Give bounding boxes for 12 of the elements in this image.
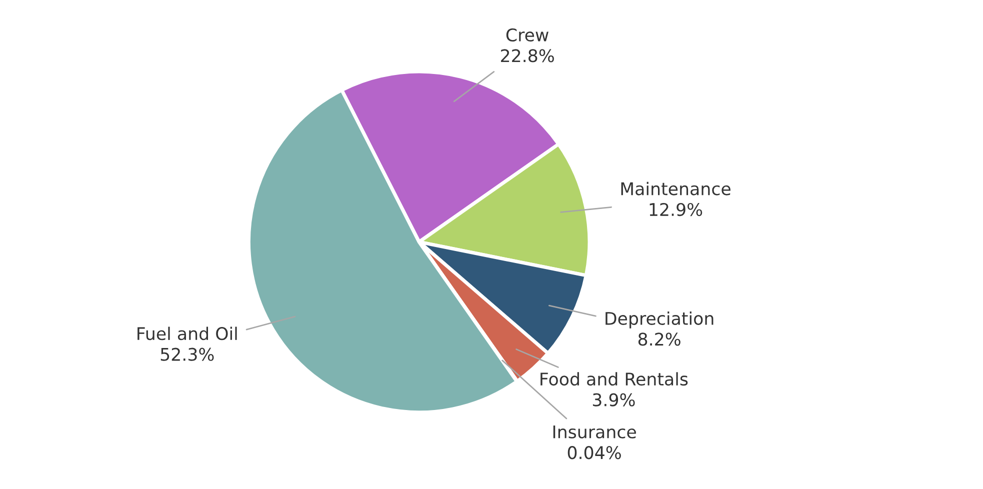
slice-label: Depreciation: [606, 312, 714, 328]
data-label: 0.04%: [568, 446, 621, 460]
slice-label: Fuel and Oil: [138, 326, 237, 340]
data-label: 3.9%: [592, 393, 635, 406]
data-label: 12.9%: [650, 202, 702, 216]
slice-label: Insurance: [553, 426, 636, 438]
slice-label: Crew: [506, 28, 548, 42]
data-label: 52.3%: [160, 348, 214, 361]
slice-label: Maintenance: [621, 182, 730, 196]
slice-label: Food and Rentals: [540, 372, 688, 386]
data-label: 8.2%: [638, 332, 680, 346]
data-label: 22.8%: [501, 49, 554, 62]
